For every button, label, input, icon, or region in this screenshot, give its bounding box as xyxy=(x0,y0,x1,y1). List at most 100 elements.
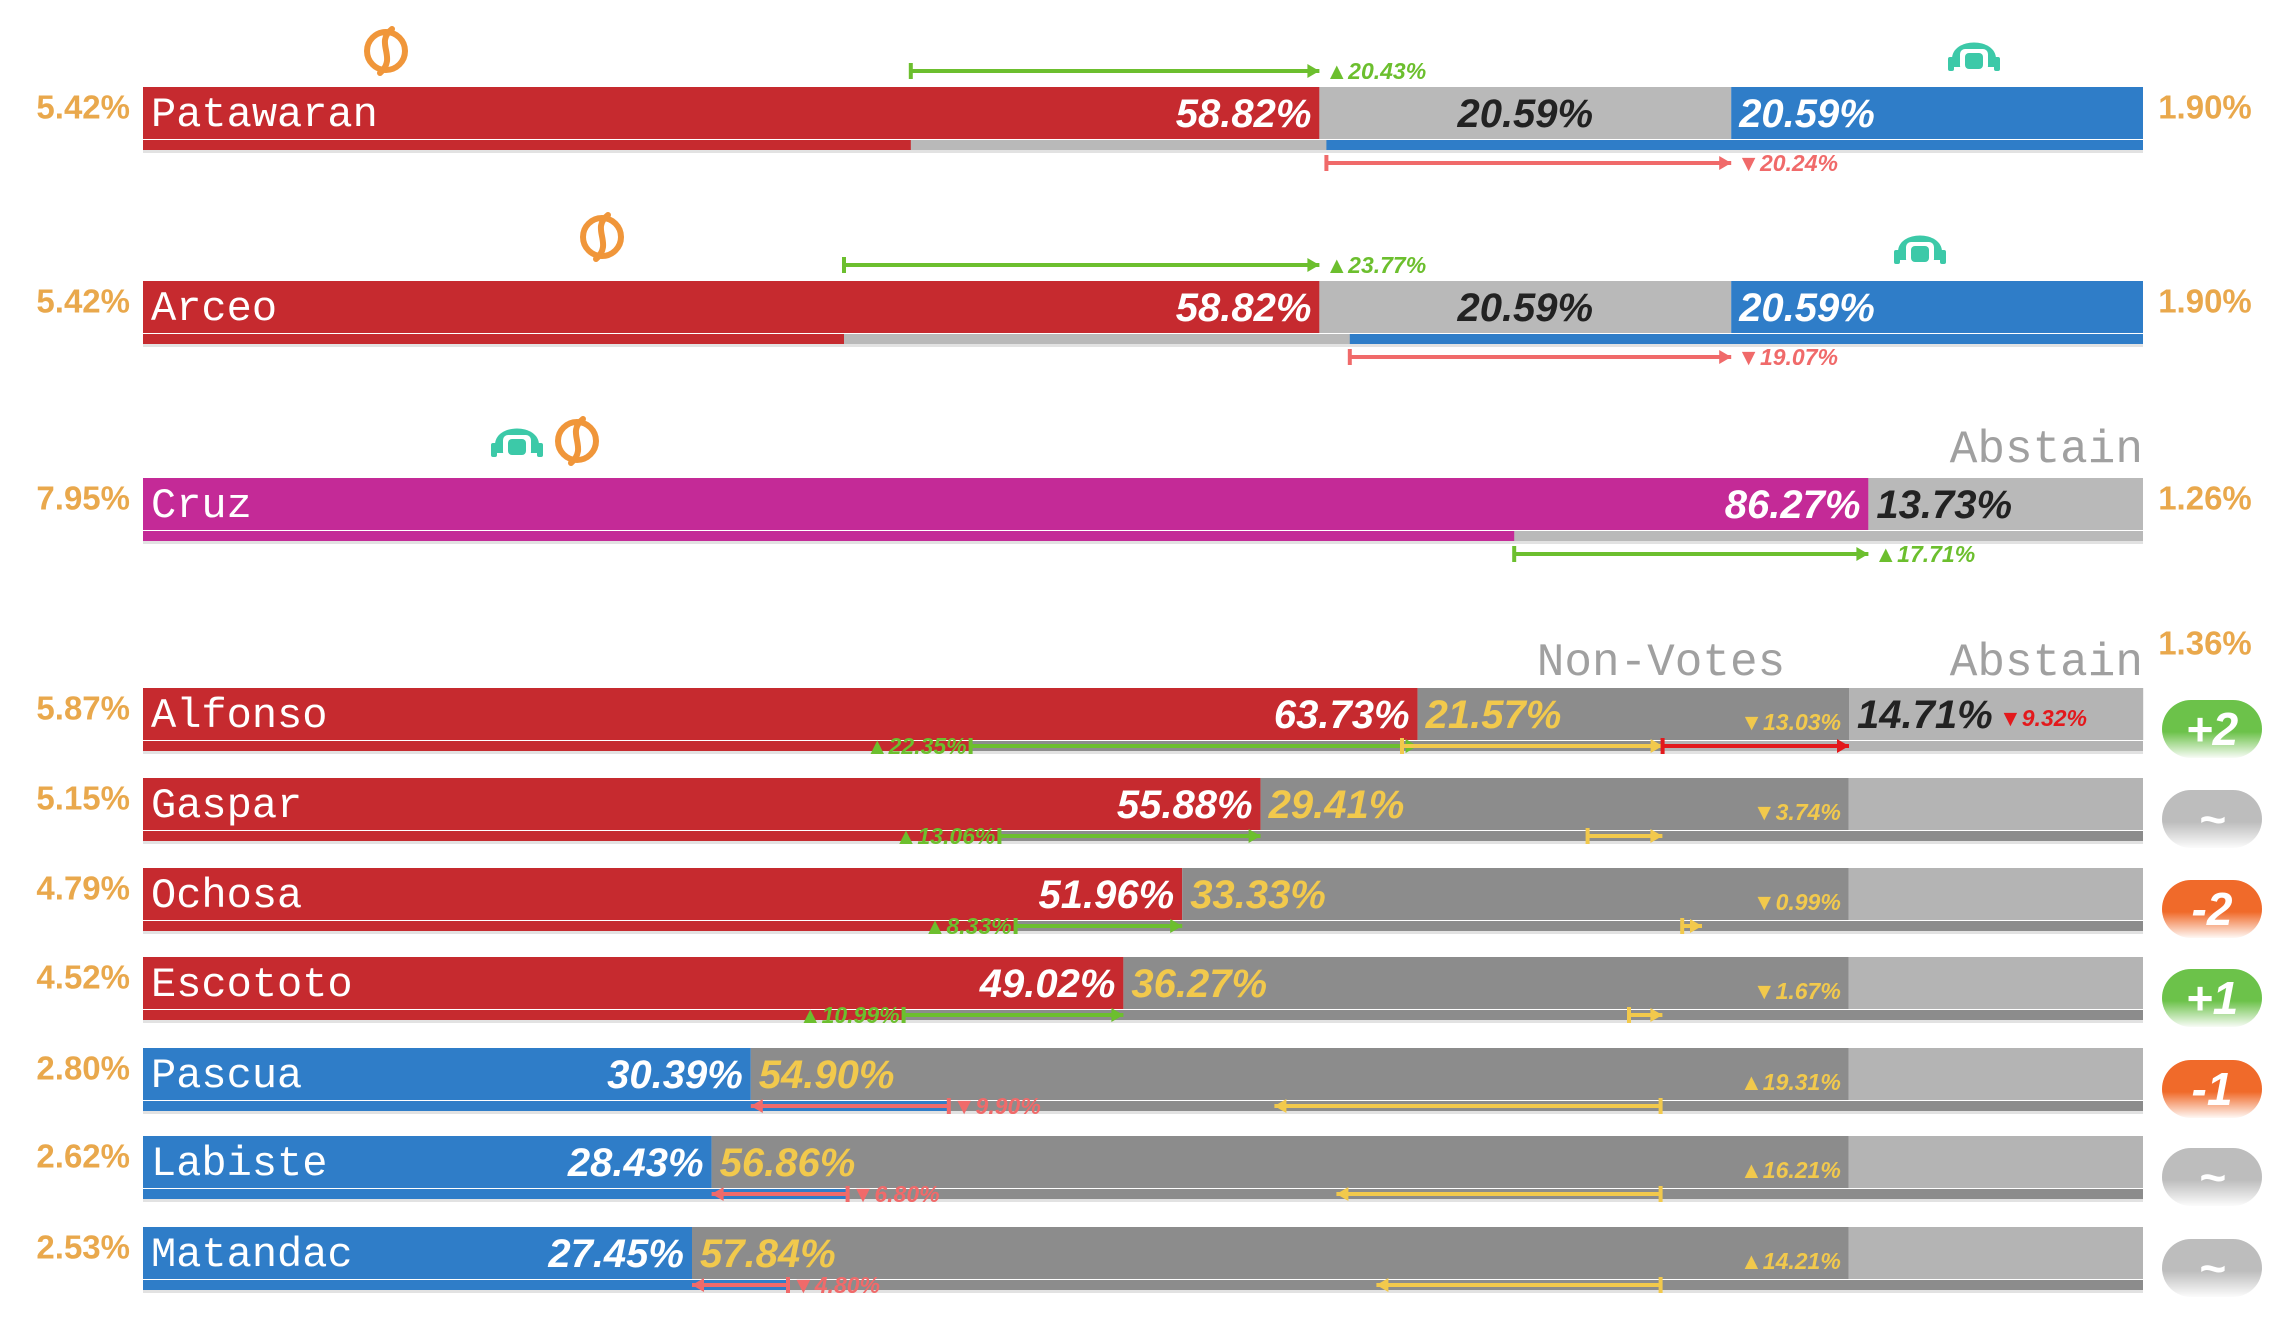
underline-track xyxy=(143,1101,2143,1111)
side-value: 1.90% xyxy=(2158,89,2252,126)
bar-shadow xyxy=(143,150,2143,153)
shift-badge-label: -2 xyxy=(2192,883,2233,935)
bar-shadow xyxy=(143,1199,2143,1202)
shift-badge xyxy=(2162,790,2262,848)
change-label: ▼19.07% xyxy=(1737,344,1838,370)
shift-badge-label: ~ xyxy=(2199,793,2226,845)
previous-segment xyxy=(143,1280,788,1290)
shift-badge xyxy=(2162,880,2262,938)
arrow-head xyxy=(1837,739,1849,753)
value-label: 20.59% xyxy=(1456,92,1593,136)
bar-segment xyxy=(1848,1048,2143,1100)
arrow-head xyxy=(711,1187,724,1201)
bar-shadow xyxy=(143,344,2143,347)
bar-segment xyxy=(1182,868,1849,920)
bar-segment xyxy=(1417,688,1849,740)
previous-segment xyxy=(1326,140,2143,150)
column-header: Abstain xyxy=(1950,424,2143,476)
bar-segment xyxy=(1848,957,2143,1009)
arrow-head xyxy=(1307,258,1320,272)
change-label: ▲22.35% xyxy=(866,733,967,759)
underline-track xyxy=(143,140,2143,150)
column-header: Non-Votes xyxy=(1537,637,1785,689)
bar-segment xyxy=(143,957,1124,1009)
side-value: 5.87% xyxy=(36,690,130,727)
bar-segment xyxy=(1848,868,2143,920)
bar-segment xyxy=(1319,281,1732,333)
shift-badge xyxy=(2162,1239,2262,1297)
candidate-name: Labiste xyxy=(151,1140,327,1188)
change-label: ▼9.32% xyxy=(1999,705,2087,731)
side-value: 5.42% xyxy=(36,89,130,126)
arrow-head xyxy=(1307,64,1320,78)
change-label: ▲19.31% xyxy=(1740,1069,1841,1095)
bar-segment xyxy=(1123,957,1849,1009)
bar-segment xyxy=(143,868,1183,920)
side-value: 1.90% xyxy=(2158,283,2252,320)
bar-segment xyxy=(750,1048,1849,1100)
candidate-name: Patawaran xyxy=(151,91,378,139)
previous-segment xyxy=(143,334,844,344)
value-label: 13.73% xyxy=(1876,483,2012,527)
side-value: 7.95% xyxy=(36,480,130,517)
shift-badge-label: +1 xyxy=(2186,972,2238,1024)
arrow-head xyxy=(1650,739,1663,753)
arrow-head xyxy=(1248,829,1261,843)
bar-shadow xyxy=(143,1290,2143,1293)
side-value: 2.62% xyxy=(36,1138,130,1175)
change-label: ▲17.71% xyxy=(1874,541,1975,567)
change-label: ▼9.90% xyxy=(953,1093,1041,1119)
previous-segment xyxy=(143,1101,949,1111)
arrow-head xyxy=(1719,350,1732,364)
side-value: 5.42% xyxy=(36,283,130,320)
column-header: Abstain xyxy=(1950,637,2143,689)
previous-segment xyxy=(143,1010,904,1020)
value-label: 57.84% xyxy=(700,1232,836,1276)
shift-badge-label: -1 xyxy=(2192,1063,2233,1115)
value-label: 49.02% xyxy=(979,962,1116,1006)
change-label: ▲23.77% xyxy=(1325,252,1426,278)
value-label: 29.41% xyxy=(1268,783,1405,827)
shift-badge xyxy=(2162,700,2262,758)
party-icon xyxy=(367,29,405,73)
party-icon xyxy=(583,215,621,259)
bar-segment xyxy=(1731,87,2143,139)
change-label: ▼13.03% xyxy=(1740,709,1841,735)
value-label: 14.71% xyxy=(1857,693,1993,737)
bar-segment xyxy=(1731,281,2143,333)
bar-shadow xyxy=(143,841,2143,844)
party-icon xyxy=(491,428,543,457)
side-value: 2.80% xyxy=(36,1050,130,1087)
previous-segment xyxy=(143,831,1000,841)
bar-shadow xyxy=(143,1020,2143,1023)
change-label: ▲14.21% xyxy=(1740,1248,1841,1274)
change-label: ▼0.99% xyxy=(1753,889,1841,915)
arrow-head xyxy=(1856,547,1869,561)
underline-track xyxy=(143,334,2143,344)
bar-segment xyxy=(143,281,1320,333)
previous-segment xyxy=(143,140,911,150)
side-value: 5.15% xyxy=(36,780,130,817)
side-value: 1.36% xyxy=(2158,625,2252,662)
bar-segment xyxy=(143,1136,712,1188)
value-label: 86.27% xyxy=(1725,483,1861,527)
bar-segment xyxy=(1319,87,1732,139)
bar-segment xyxy=(1868,478,2143,530)
shift-badge xyxy=(2162,969,2262,1027)
change-label: ▼20.24% xyxy=(1737,150,1838,176)
previous-segment xyxy=(143,921,1016,931)
candidate-name: Gaspar xyxy=(151,782,302,830)
arrow-head xyxy=(692,1278,704,1292)
previous-segment xyxy=(143,531,1515,541)
bar-shadow xyxy=(143,541,2143,544)
arrow-head xyxy=(1650,829,1663,843)
change-label: ▲10.99% xyxy=(799,1002,900,1028)
bar-segment xyxy=(143,1227,692,1279)
bar-segment xyxy=(1848,1136,2143,1188)
bar-segment xyxy=(1848,778,2143,830)
previous-segment xyxy=(143,741,971,751)
candidate-name: Alfonso xyxy=(151,692,327,740)
change-label: ▲13.06% xyxy=(895,823,996,849)
candidate-name: Escototo xyxy=(151,961,353,1009)
